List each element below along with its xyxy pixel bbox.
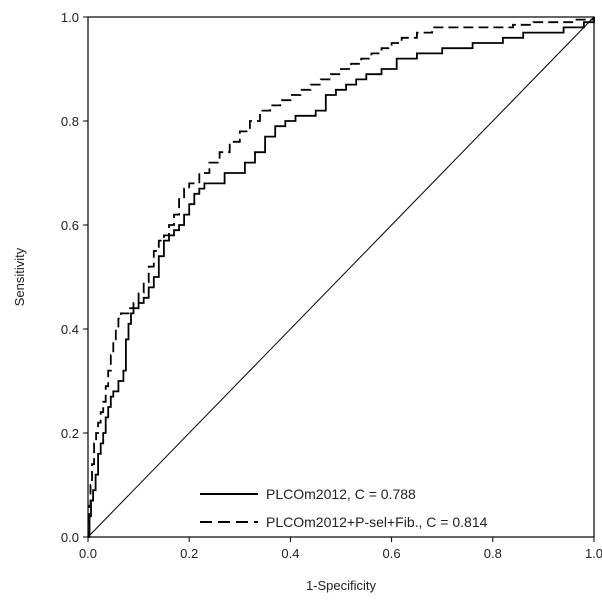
reference-diagonal-line — [87, 16, 595, 538]
x-tick-label: 0.4 — [281, 546, 299, 561]
y-tick-label: 0.0 — [61, 530, 79, 545]
x-tick-label: 0.6 — [383, 546, 401, 561]
reference-layer — [87, 16, 595, 538]
y-tick-label: 1.0 — [61, 10, 79, 25]
y-tick-label: 0.6 — [61, 218, 79, 233]
y-axis-title: Sensitivity — [12, 247, 27, 306]
x-axis-title: 1-Specificity — [306, 578, 377, 593]
legend-box — [196, 481, 576, 531]
x-tick-label: 0.0 — [79, 546, 97, 561]
roc-curve-series-1 — [88, 17, 595, 538]
y-tick-label: 0.4 — [61, 322, 79, 337]
y-tick-label: 0.8 — [61, 114, 79, 129]
legend: PLCOm2012, C = 0.788 PLCOm2012+P-sel+Fib… — [196, 481, 576, 531]
series-layer — [88, 17, 595, 538]
plot-frame — [87, 16, 595, 538]
y-tick-label: 0.2 — [61, 426, 79, 441]
legend-label-plcom2012: PLCOm2012, C = 0.788 — [266, 486, 416, 502]
x-tick-label: 0.8 — [484, 546, 502, 561]
x-tick-label: 0.2 — [180, 546, 198, 561]
ticks-layer: 0.0 0.2 0.4 0.6 0.8 1.0 0.0 0.2 0.4 0.6 0.8 1.0 — [61, 10, 602, 561]
roc-curve-series-0 — [88, 17, 595, 538]
legend-label-plcom2012-psel-fib: PLCOm2012+P-sel+Fib., C = 0.814 — [266, 514, 488, 530]
x-tick-label: 1.0 — [585, 546, 602, 561]
